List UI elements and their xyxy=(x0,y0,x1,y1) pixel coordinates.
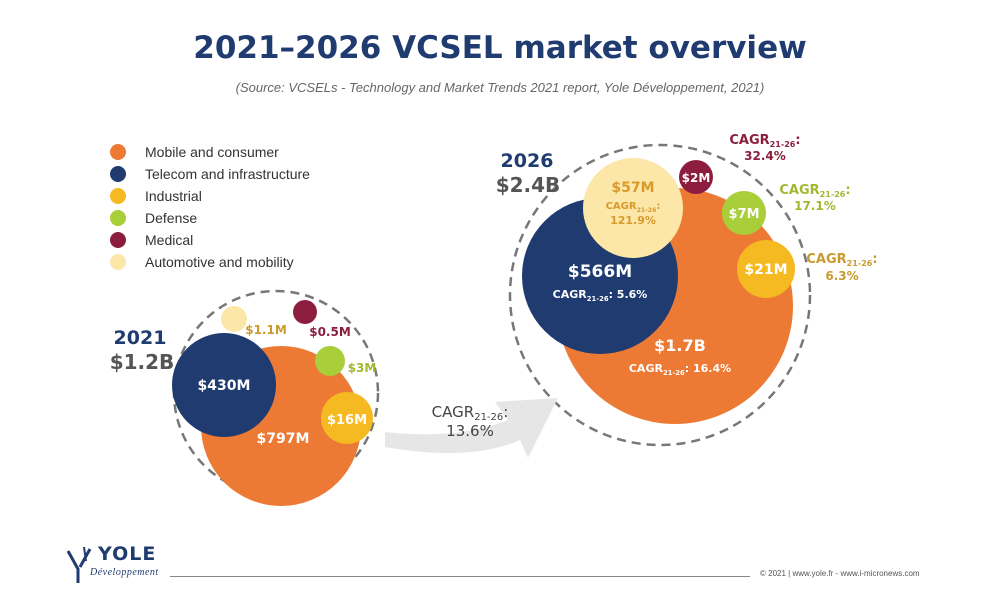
legend-label-defense: Defense xyxy=(145,210,198,226)
legend-item-defense: Defense xyxy=(110,207,310,229)
legend-swatch-mobile xyxy=(110,144,126,160)
cagr-2026-automotive-value: 121.9% xyxy=(610,214,656,227)
growth-arrow xyxy=(385,398,558,458)
legend-label-mobile: Mobile and consumer xyxy=(145,144,279,160)
bubble-2021-medical xyxy=(293,300,317,324)
bubble-2026-defense xyxy=(722,191,766,235)
legend-swatch-defense xyxy=(110,210,126,226)
cagr-2026-defense-head: CAGR21-26: xyxy=(779,183,850,199)
yole-logo: YOLE Développement xyxy=(60,543,170,587)
bubble-2021-telecom xyxy=(172,333,276,437)
legend-swatch-automotive xyxy=(110,254,126,270)
cagr-2026-telecom: CAGR21-26: 5.6% xyxy=(553,288,648,303)
cagr-2026-medical-value: 32.4% xyxy=(744,149,786,163)
label-2026-industrial: $21M xyxy=(744,262,787,278)
yole-logo-mark-icon xyxy=(66,546,92,583)
label-2026-automotive: $57M xyxy=(611,180,654,196)
label-2021-automotive: $1.1M xyxy=(245,323,287,337)
total-label-2021: $1.2B xyxy=(110,350,175,374)
label-2021-defense: $3M xyxy=(348,361,377,375)
bubble-2021-industrial xyxy=(321,392,373,444)
cagr-2026-defense-value: 17.1% xyxy=(794,199,836,213)
year-label-2026: 2026 xyxy=(501,150,554,172)
logo-subtitle: Développement xyxy=(90,567,159,578)
bubble-2021-defense xyxy=(315,346,345,376)
legend-label-industrial: Industrial xyxy=(145,188,202,204)
legend: Mobile and consumer Telecom and infrastru… xyxy=(110,141,310,273)
page-title: 2021–2026 VCSEL market overview xyxy=(193,30,807,66)
footer-divider xyxy=(170,576,750,577)
total-label-2026: $2.4B xyxy=(496,173,561,197)
cagr-overall-label: CAGR21-26: xyxy=(432,403,509,423)
bubble-2026-industrial xyxy=(737,240,795,298)
label-2026-mobile: $1.7B xyxy=(654,336,706,355)
page-subtitle: (Source: VCSELs - Technology and Market … xyxy=(235,80,765,95)
legend-swatch-medical xyxy=(110,232,126,248)
cagr-2026-medical-head: CAGR21-26: xyxy=(729,133,800,149)
legend-label-telecom: Telecom and infrastructure xyxy=(145,166,310,182)
label-2021-telecom: $430M xyxy=(198,378,251,394)
year-label-2021: 2021 xyxy=(114,327,167,349)
outline-2026 xyxy=(508,143,812,447)
cagr-2026-automotive-head: CAGR21-26: xyxy=(606,201,661,214)
legend-label-automotive: Automotive and mobility xyxy=(145,254,294,270)
legend-item-telecom: Telecom and infrastructure xyxy=(110,163,310,185)
legend-item-medical: Medical xyxy=(110,229,310,251)
legend-swatch-telecom xyxy=(110,166,126,182)
legend-label-medical: Medical xyxy=(145,232,194,248)
legend-item-industrial: Industrial xyxy=(110,185,310,207)
footer-copyright: © 2021 | www.yole.fr - www.i-micronews.c… xyxy=(760,569,920,578)
legend-swatch-industrial xyxy=(110,188,126,204)
label-2021-industrial: $16M xyxy=(327,413,367,428)
legend-item-mobile: Mobile and consumer xyxy=(110,141,310,163)
logo-name: YOLE xyxy=(98,543,157,565)
label-2021-mobile: $797M xyxy=(257,431,310,447)
legend-item-automotive: Automotive and mobility xyxy=(110,251,310,273)
label-2026-telecom: $566M xyxy=(568,262,632,282)
label-2026-defense: $7M xyxy=(728,207,759,222)
cagr-2026-industrial-head: CAGR21-26: xyxy=(806,252,877,268)
bubble-2021-automotive xyxy=(221,306,247,332)
bubble-2026-medical xyxy=(679,160,713,194)
label-2021-medical: $0.5M xyxy=(309,325,351,339)
label-2026-medical: $2M xyxy=(682,171,711,185)
cagr-2026-mobile: CAGR21-26: 16.4% xyxy=(629,362,731,377)
cagr-2026-industrial-value: 6.3% xyxy=(825,269,858,283)
cagr-overall-value: 13.6% xyxy=(446,422,494,440)
bubble-2026-automotive xyxy=(583,158,683,258)
